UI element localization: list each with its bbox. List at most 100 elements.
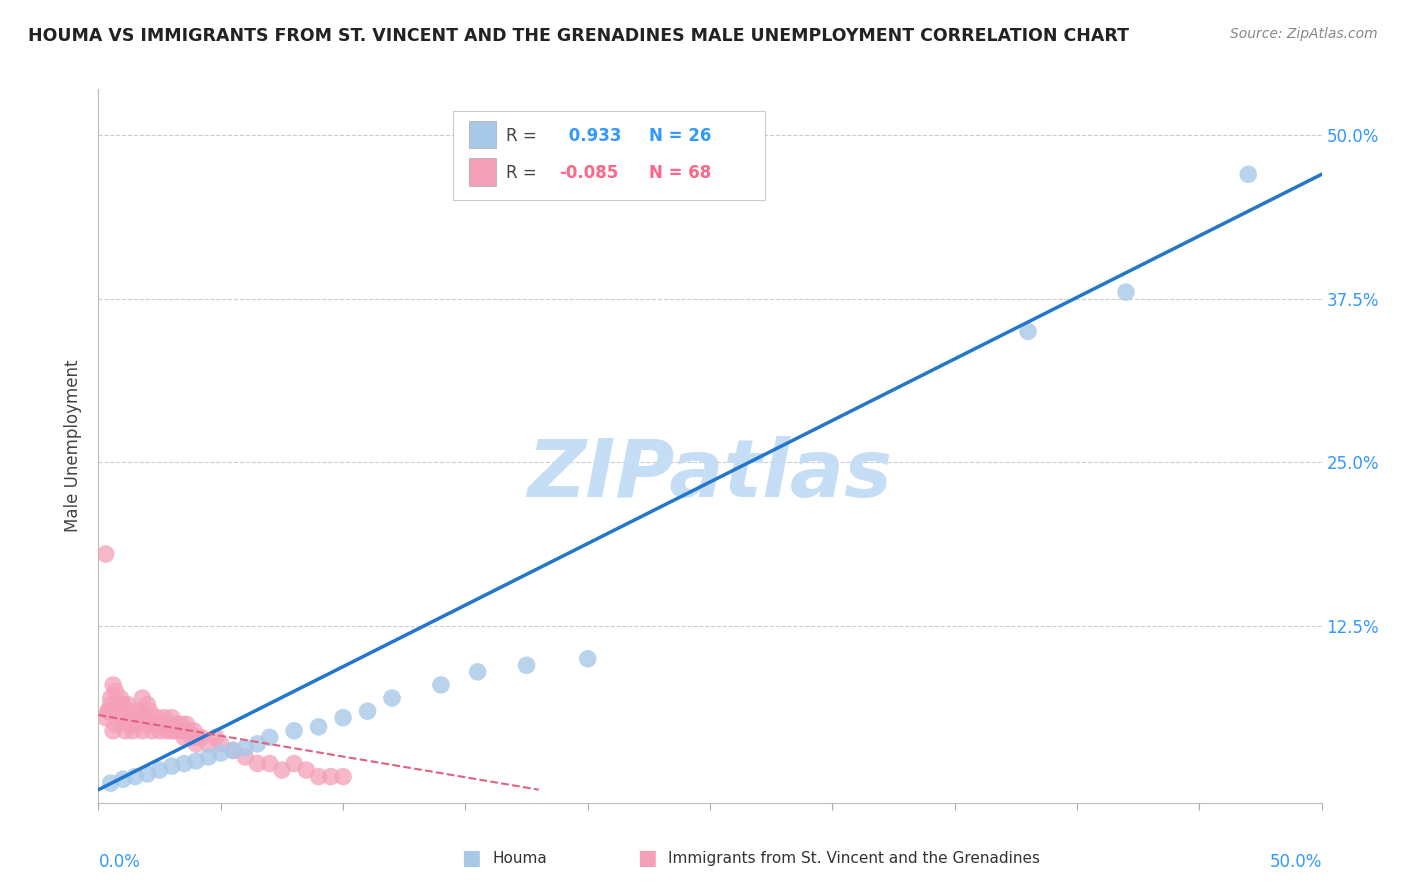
Point [121,723,143,738]
Point [97,704,120,718]
Point [104,717,127,731]
Point [160,711,183,725]
Point [308,770,330,784]
Point [259,756,281,771]
Point [160,723,183,738]
Point [197,737,219,751]
Point [124,704,146,718]
Point [100,776,122,790]
Point [190,731,212,745]
Point [117,717,139,731]
Point [149,723,172,738]
Point [381,691,404,706]
Point [186,737,208,751]
Point [246,756,269,771]
Text: Source: ZipAtlas.com: Source: ZipAtlas.com [1230,27,1378,41]
Point [576,652,599,666]
Text: R =: R = [506,127,537,145]
Point [101,678,124,692]
Point [120,711,142,725]
Text: HOUMA VS IMMIGRANTS FROM ST. VINCENT AND THE GRENADINES MALE UNEMPLOYMENT CORREL: HOUMA VS IMMIGRANTS FROM ST. VINCENT AND… [28,27,1129,45]
Point [173,731,195,745]
Point [136,767,159,781]
Point [97,704,120,718]
Point [173,723,195,738]
Point [156,723,179,738]
Point [183,723,205,738]
Point [319,770,342,784]
Point [107,711,129,725]
Point [131,691,153,706]
Point [136,698,159,712]
Point [124,770,146,784]
Point [166,717,188,731]
Point [222,743,245,757]
Point [270,763,294,777]
Point [467,665,489,679]
Point [111,772,134,787]
Point [110,704,132,718]
Point [124,717,146,731]
Point [186,731,208,745]
Y-axis label: Male Unemployment: Male Unemployment [65,359,83,533]
Point [283,723,305,738]
Text: 0.0%: 0.0% [98,853,141,871]
Point [173,756,195,771]
Point [209,737,232,751]
Text: 50.0%: 50.0% [1270,853,1322,871]
Point [117,698,139,712]
Point [177,723,200,738]
Point [100,698,122,712]
Point [141,723,163,738]
Bar [470,121,496,148]
Point [197,750,219,764]
Point [356,704,378,718]
Point [233,740,256,755]
Text: R =: R = [506,164,537,182]
Point [163,723,186,738]
Point [160,759,183,773]
Point [205,731,228,745]
Point [246,737,269,751]
Point [430,678,453,692]
Point [149,763,172,777]
Point [308,720,330,734]
Point [134,717,156,731]
Point [283,756,305,771]
Point [209,746,232,760]
Point [176,717,198,731]
Point [127,711,149,725]
Text: ■: ■ [461,848,481,868]
Text: N = 68: N = 68 [648,164,711,182]
Point [222,743,245,757]
Text: ZIPatlas: ZIPatlas [527,435,893,514]
Point [149,717,172,731]
Point [186,754,208,768]
Point [1237,167,1260,181]
Point [101,723,124,738]
Point [129,704,152,718]
Point [332,770,354,784]
Point [180,731,202,745]
Point [170,717,193,731]
Point [110,691,132,706]
Point [100,691,122,706]
Text: Houma: Houma [492,851,547,865]
Bar [470,159,496,186]
Point [107,698,129,712]
Point [150,717,173,731]
Point [94,547,117,561]
Point [131,723,153,738]
Point [114,723,136,738]
Point [515,658,537,673]
Point [136,711,159,725]
Point [157,717,180,731]
Point [146,711,169,725]
Point [111,711,134,725]
Point [1115,285,1137,300]
Point [139,704,162,718]
Point [104,684,127,698]
Text: ■: ■ [637,848,657,868]
Point [233,750,256,764]
Text: -0.085: -0.085 [560,164,619,182]
